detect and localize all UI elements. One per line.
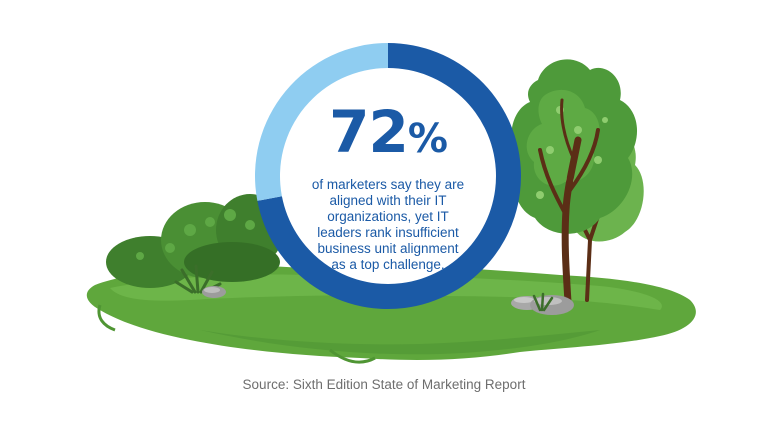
- stat-description-line: aligned with their IT: [329, 193, 447, 208]
- donut-slice-1: [255, 43, 388, 201]
- headline-stat: 72%: [300, 100, 476, 171]
- grass-tuft-icon: [532, 292, 554, 312]
- headline-value: 72: [329, 98, 409, 166]
- rock-icon: [202, 286, 226, 298]
- donut-chart: [255, 43, 522, 310]
- stat-description-line: of marketers say they are: [311, 177, 465, 192]
- stat-description-line: leaders rank insufficient: [317, 225, 459, 240]
- stat-description-line: organizations, yet IT: [327, 209, 449, 224]
- stat-description-line: as a top challenge.: [331, 257, 445, 272]
- source-citation: Source: Sixth Edition State of Marketing…: [242, 377, 526, 392]
- donut-background: [258, 46, 518, 306]
- stat-description-line: business unit alignment: [317, 241, 459, 256]
- bush-icon: [106, 194, 284, 288]
- donut-center-text: 72% of marketers say they are aligned wi…: [300, 100, 476, 273]
- headline-unit: %: [407, 116, 448, 162]
- tree-icon: [511, 59, 644, 306]
